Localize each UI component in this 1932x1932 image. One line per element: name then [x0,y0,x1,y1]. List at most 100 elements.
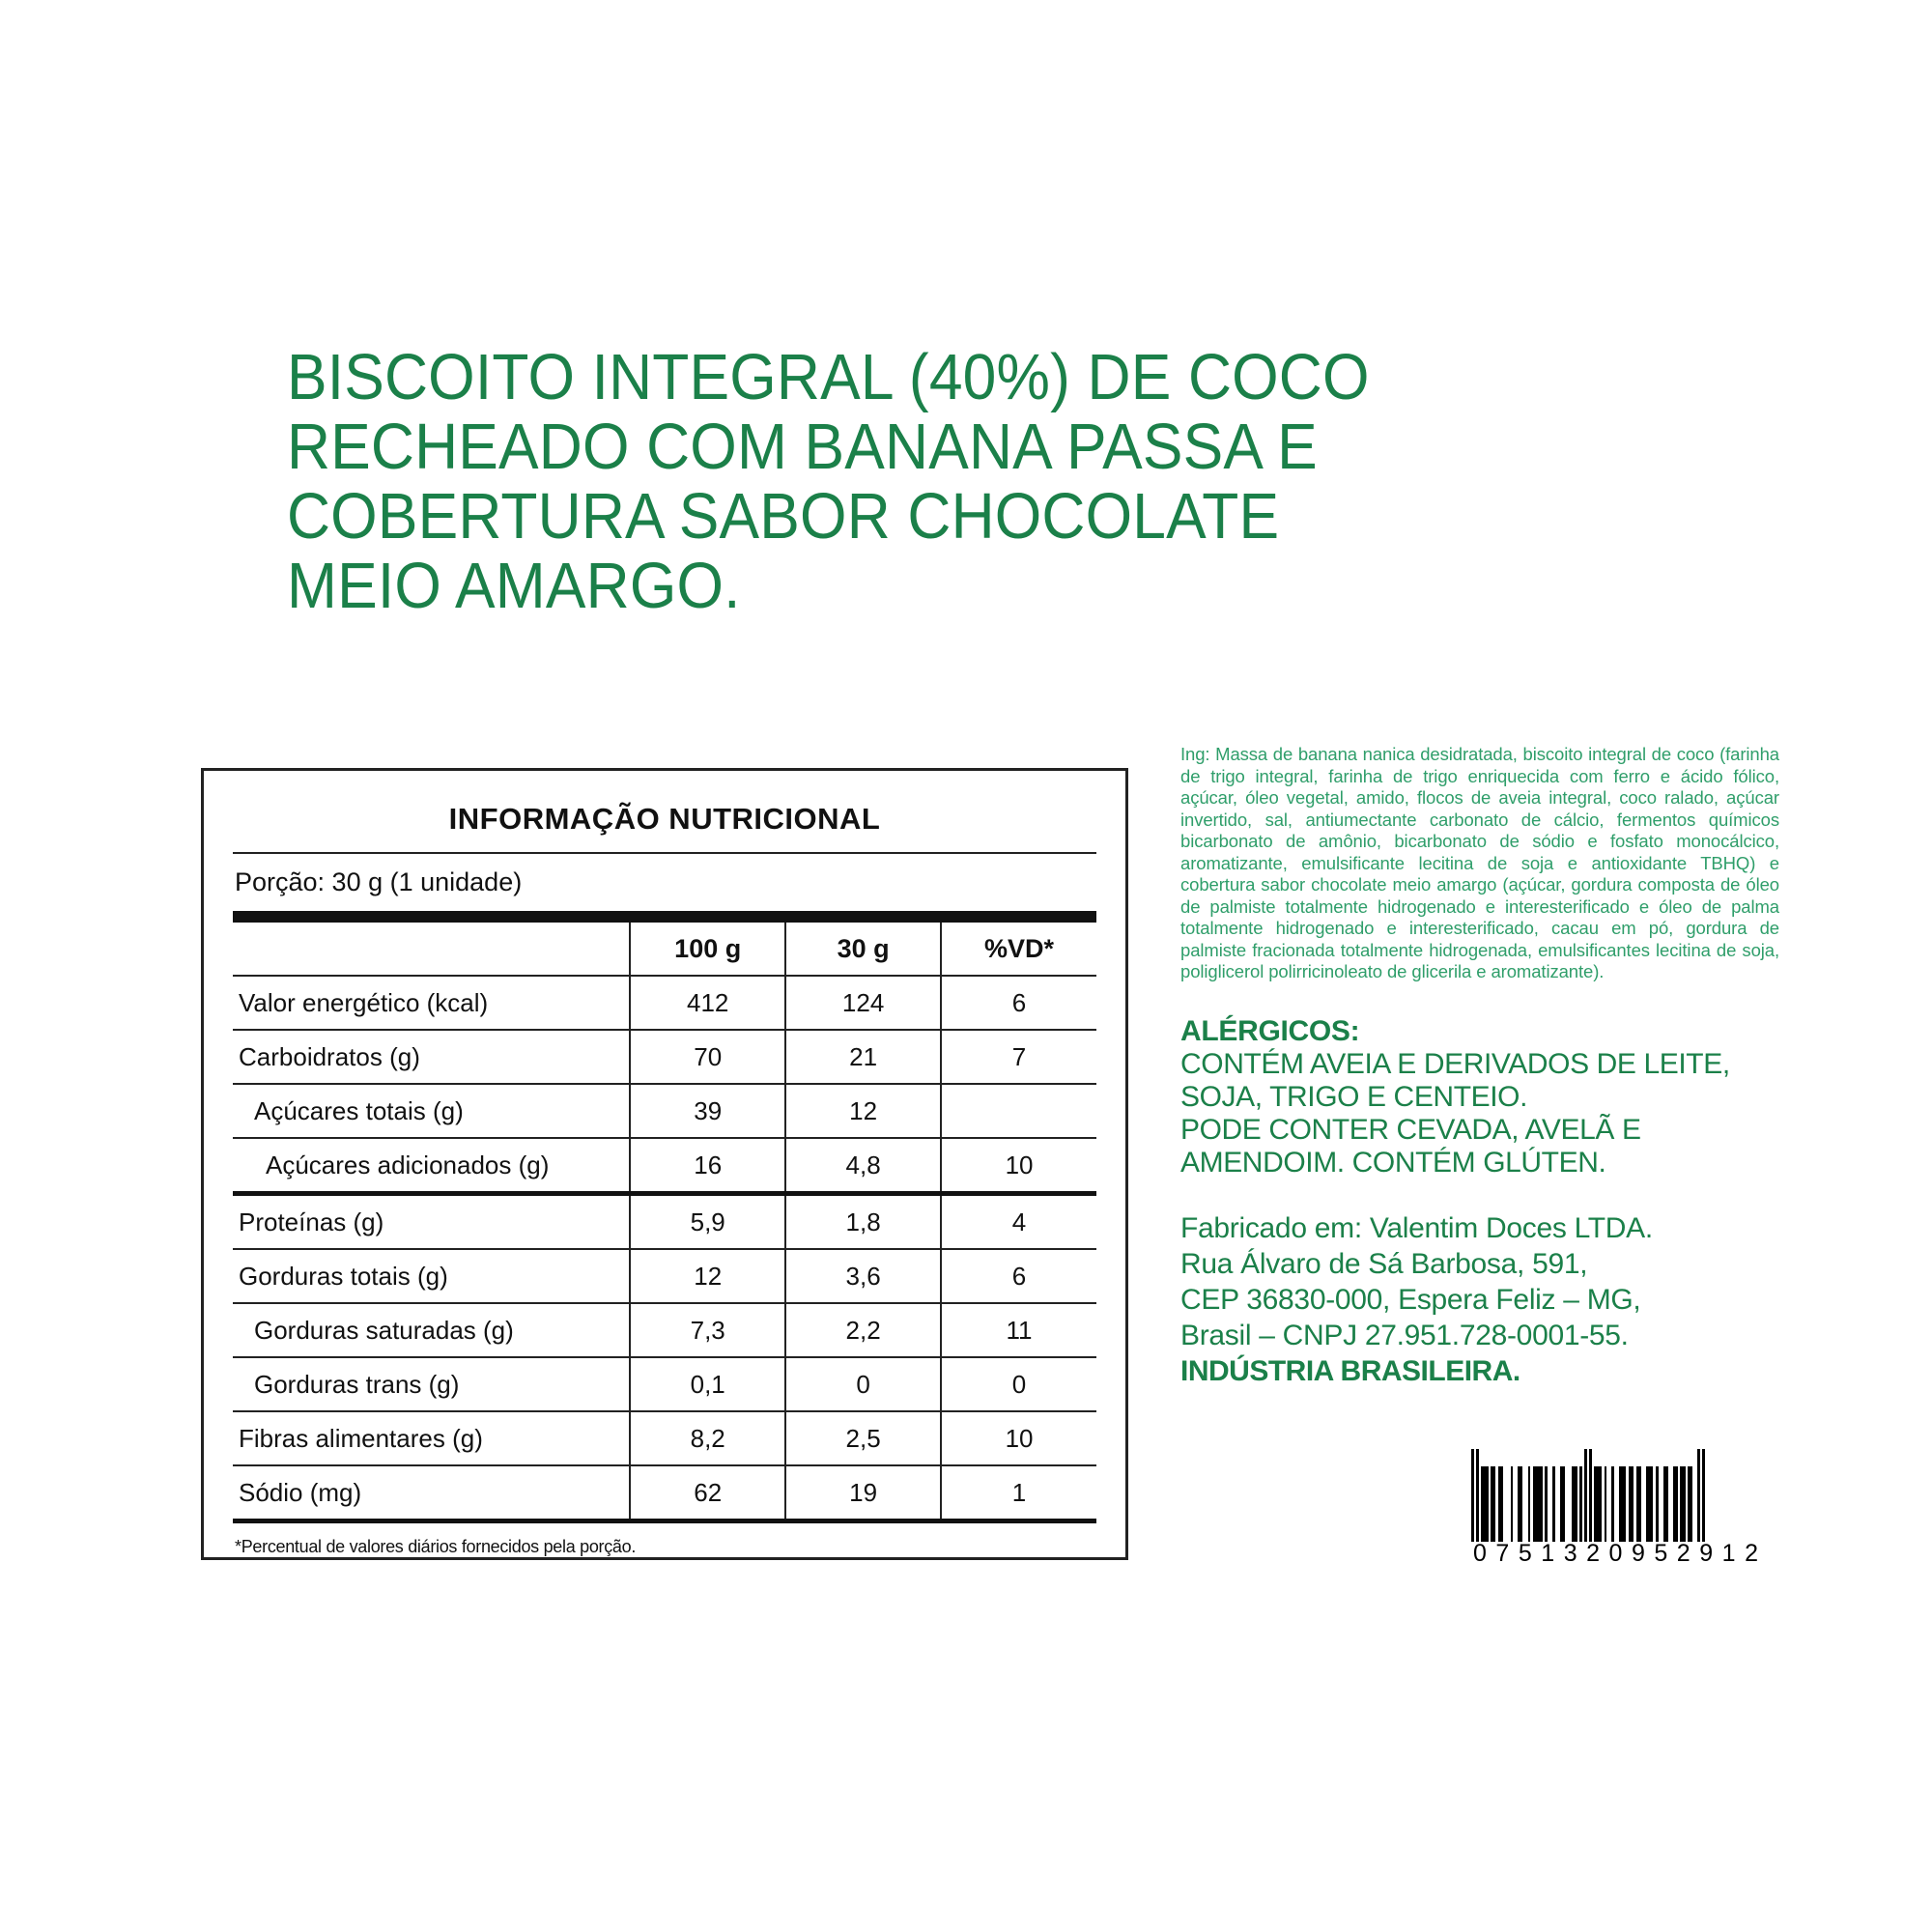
allergens-body: CONTÉM AVEIA E DERIVADOS DE LEITE, SOJA,… [1180,1048,1779,1179]
column-header-vd: %VD* [940,923,1096,977]
manufacturer-line-2: Rua Álvaro de Sá Barbosa, 591, [1180,1247,1588,1280]
manufacturer-block: Fabricado em: Valentim Doces LTDA. Rua Á… [1180,1210,1779,1389]
nutrition-row: Gorduras totais (g) 12 3,6 6 [233,1249,1096,1304]
barcode-bar [1476,1449,1479,1542]
value-percent-vd: 10 [940,1411,1096,1466]
value-per-100g: 412 [629,976,786,1031]
value-per-100g: 39 [629,1084,786,1139]
nutrient-label: Açúcares totais (g) [233,1084,631,1139]
barcode-bar [1518,1466,1523,1542]
product-title-text-1: BISCOITO INTEGRAL (40%) DE COCO [287,341,1370,413]
barcode-bar [1697,1449,1700,1542]
barcode-bar [1680,1466,1686,1542]
nutrition-row: Sódio (mg) 62 19 1 [233,1465,1096,1523]
value-percent-vd: 10 [940,1138,1096,1196]
nutrient-label: Sódio (mg) [233,1465,631,1523]
value-percent-vd: 6 [940,976,1096,1031]
barcode-digit: 5 [1518,1540,1533,1567]
nutrient-label: Proteínas (g) [233,1193,631,1250]
value-per-portion: 2,2 [784,1303,942,1358]
barcode-bar [1618,1466,1627,1542]
barcode-bar [1594,1466,1602,1542]
barcode-digit: 9 [1631,1540,1646,1567]
value-percent-vd: 0 [940,1357,1096,1412]
barcode-digit: 2 [1586,1540,1602,1567]
barcode-digit: 0 [1608,1540,1624,1567]
nutrient-label: Gorduras saturadas (g) [233,1303,631,1358]
value-percent-vd: 7 [940,1030,1096,1085]
barcode-bar [1604,1466,1607,1542]
product-title-line-2: RECHEADO COM BANANA PASSA E [287,412,1563,482]
value-per-portion: 4,8 [784,1138,942,1196]
nutrition-row: Açúcares adicionados (g) 16 4,8 10 [233,1138,1096,1196]
value-per-portion: 124 [784,976,942,1031]
column-header-30g: 30 g [784,923,942,977]
barcode-digit: 5 [1654,1540,1669,1567]
barcode-digit: 7 [1495,1540,1511,1567]
manufacturer-line-4: Brasil – CNPJ 27.951.728-0001-55. [1180,1319,1629,1351]
allergens-block: ALÉRGICOS: CONTÉM AVEIA E DERIVADOS DE L… [1180,1015,1779,1179]
value-per-portion: 3,6 [784,1249,942,1304]
value-per-100g: 7,3 [629,1303,786,1358]
barcode-bar [1702,1449,1705,1542]
barcode-bar [1498,1466,1504,1542]
value-per-100g: 12 [629,1249,786,1304]
barcode-bar [1552,1466,1555,1542]
nutrition-row: Fibras alimentares (g) 8,2 2,5 10 [233,1411,1096,1466]
barcode-digit: 9 [1699,1540,1715,1567]
barcode-bar [1491,1466,1496,1542]
value-per-portion: 12 [784,1084,942,1139]
barcode-bar [1481,1466,1489,1542]
product-title-text-4: MEIO AMARGO. [287,550,741,622]
barcode-bar [1510,1466,1514,1542]
barcode-bar [1503,1466,1511,1542]
allergens-line-3: PODE CONTER CEVADA, AVELÃ E [1180,1113,1641,1146]
divider-under-heading [233,852,1096,854]
barcode-digit: 2 [1745,1540,1759,1567]
nutrition-table-body: Valor energético (kcal) 412 124 6 Carboidrat… [233,976,1096,1523]
product-title-text-2: RECHEADO COM BANANA PASSA E [287,411,1318,483]
value-per-100g: 62 [629,1465,786,1523]
barcode-bar [1611,1466,1614,1542]
value-per-100g: 16 [629,1138,786,1196]
nutrient-label: Açúcares adicionados (g) [233,1138,631,1196]
nutrition-row: Proteínas (g) 5,9 1,8 4 [233,1193,1096,1250]
nutrient-label: Valor energético (kcal) [233,976,631,1031]
barcode-bar [1662,1466,1668,1542]
ingredients-text: Ing: Massa de banana nanica desidratada,… [1180,744,1779,981]
nutrition-table: 100 g 30 g %VD* Valor energético (kcal) 4… [233,923,1096,1523]
manufacturer-line-3: CEP 36830-000, Espera Feliz – MG, [1180,1283,1641,1316]
barcode-digit: 0 [1473,1540,1488,1567]
barcode-bar [1589,1449,1592,1542]
barcode-digit: 1 [1541,1540,1556,1567]
nutrient-label: Carboidratos (g) [233,1030,631,1085]
nutrition-row: Gorduras trans (g) 0,1 0 0 [233,1357,1096,1412]
nutrition-row: Gorduras saturadas (g) 7,3 2,2 11 [233,1303,1096,1358]
value-per-portion: 0 [784,1357,942,1412]
product-title-line-1: BISCOITO INTEGRAL (40%) DE COCO [287,343,1563,412]
nutrition-heading: INFORMAÇÃO NUTRICIONAL [448,802,881,836]
value-percent-vd: 1 [940,1465,1096,1523]
nutrition-row: Valor energético (kcal) 412 124 6 [233,976,1096,1031]
allergens-line-4: AMENDOIM. CONTÉM GLÚTEN. [1180,1146,1606,1179]
barcode-bar [1584,1449,1587,1542]
value-per-100g: 0,1 [629,1357,786,1412]
nutrient-label: Gorduras trans (g) [233,1357,631,1412]
allergens-line-1: CONTÉM AVEIA E DERIVADOS DE LEITE, [1180,1047,1730,1080]
barcode-bar [1572,1466,1577,1542]
nutrient-label: Fibras alimentares (g) [233,1411,631,1466]
nutrition-footnote: *Percentual de valores diários fornecido… [235,1537,637,1556]
value-percent-vd: 11 [940,1303,1096,1358]
barcode-bar [1645,1466,1654,1542]
country-of-origin: INDÚSTRIA BRASILEIRA. [1180,1354,1520,1387]
product-title-line-3: COBERTURA SABOR CHOCOLATE [287,482,1563,552]
barcode-bar [1688,1466,1693,1542]
barcode-bar [1471,1449,1474,1542]
nutrient-label: Gorduras totais (g) [233,1249,631,1304]
value-percent-vd: 4 [940,1193,1096,1250]
barcode-bar [1635,1466,1641,1542]
product-title: BISCOITO INTEGRAL (40%) DE COCO RECHEADO… [287,343,1563,621]
barcode-bars [1471,1449,1761,1542]
